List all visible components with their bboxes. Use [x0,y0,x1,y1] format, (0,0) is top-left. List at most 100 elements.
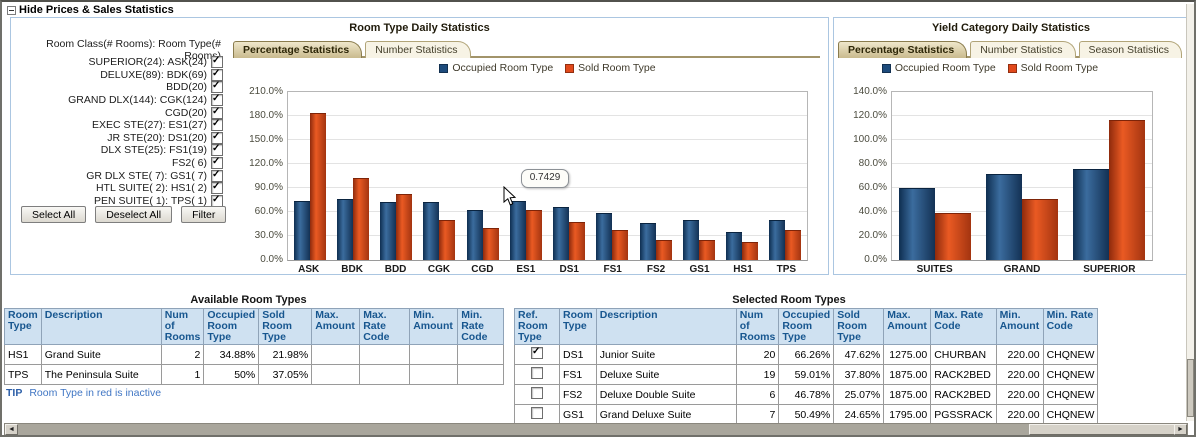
available-room-types-header-row: Room Type Description Num of Rooms Occupied… [4,308,505,345]
room-chart-bar-occupied-room-type-bdd[interactable] [380,202,397,260]
room-class-checkbox[interactable] [211,169,223,182]
yield-chart-bar-sold-room-type-superior[interactable] [1108,120,1145,260]
available-room-types-cell-sold-room-type: 37.05% [258,364,313,385]
yield-chart-bar-occupied-room-type-suites[interactable] [899,188,936,260]
room-chart-bar-occupied-room-type-cgd[interactable] [466,210,483,260]
room-class-checkbox[interactable] [211,68,223,81]
yield-chart-tab-percentage-statistics[interactable]: Percentage Statistics [838,41,968,58]
room-chart-bar-occupied-room-type-fs1[interactable] [596,212,613,260]
room-chart-bar-occupied-room-type-ds1[interactable] [553,207,570,260]
room-chart-bar-occupied-room-type-es1[interactable] [509,200,526,260]
available-room-types-cell-num-of-rooms: 2 [160,344,205,365]
room-chart-bar-sold-room-type-bdd[interactable] [396,193,413,260]
room-class-checkbox[interactable] [211,118,223,132]
available-room-types-column-header-occupied-room-type: Occupied Room Type [203,308,260,345]
ref-room-type-checkbox[interactable] [531,407,543,419]
y-axis-tick: 180.0% [249,110,283,121]
room-chart-bar-sold-room-type-ask[interactable] [309,113,326,260]
selected-room-types-cell-max-rate-code: CHURBAN [930,344,997,365]
yield-chart-bar-sold-room-type-grand[interactable] [1022,198,1058,260]
available-room-types-column-header-description: Description [40,308,162,345]
available-room-types-row-tps: TPS The Peninsula Suite 1 50% 37.05% [4,364,505,385]
room-chart-bar-sold-room-type-fs1[interactable] [612,229,629,260]
room-chart-x-label-cgd: CGD [471,264,494,275]
room-chart-bar-sold-room-type-cgd[interactable] [482,228,499,260]
room-chart-tab-number-statistics[interactable]: Number Statistics [365,41,471,58]
gridline [892,115,1152,116]
room-chart-x-label-es1: ES1 [516,264,536,275]
selected-room-types-cell-occupied-room-type: 66.26% [778,344,835,365]
available-room-types-cell-max-amount [311,364,361,385]
y-axis-tick: 120.0% [249,158,283,170]
room-chart-x-axis: ASK BDK BDD CGK CGD ES1 DS1 FS1 FS2 GS1 HS1 TPS [287,264,808,275]
room-chart-bar-occupied-room-type-fs2[interactable] [639,222,656,260]
gridline [288,211,807,212]
filter-button[interactable]: Filter [181,206,227,223]
room-class-option-label: PEN SUITE( 1): TPS( 1) [94,194,207,207]
deselect-all-button[interactable]: Deselect All [95,206,173,223]
room-class-checkbox[interactable] [211,106,223,119]
horizontal-scrollbar-thumb[interactable] [1029,424,1175,435]
vertical-scrollbar[interactable] [1186,4,1194,421]
room-class-checkbox[interactable] [211,55,223,69]
select-all-button[interactable]: Select All [21,206,87,223]
room-chart-bar-sold-room-type-fs2[interactable] [655,239,672,260]
room-class-option-label: EXEC STE(27): ES1(27) [92,119,207,132]
collapse-icon[interactable] [7,5,16,15]
room-class-checkbox[interactable] [211,181,223,195]
room-class-checkbox[interactable] [211,131,223,144]
yield-chart-bar-occupied-room-type-superior[interactable] [1072,169,1109,260]
ref-room-type-checkbox[interactable] [531,387,543,399]
ref-room-type-checkbox[interactable] [531,367,543,379]
room-chart-bar-occupied-room-type-bdk[interactable] [336,199,353,260]
room-chart-bar-occupied-room-type-gs1[interactable] [682,219,699,260]
room-chart-bar-sold-room-type-ds1[interactable] [569,221,586,260]
selected-room-types-cell-min-rate-code: CHQNEW [1042,344,1099,365]
room-chart-bar-group-gs1 [677,92,720,260]
available-room-types-cell-min-amount [409,364,459,385]
selected-room-types-column-header-min-amount: Min. Amount [995,308,1044,345]
selected-room-types-cell-occupied-room-type: 50.49% [778,404,835,425]
room-class-checkbox[interactable] [211,194,223,207]
selected-room-types-cell-ref-room-type [514,404,560,425]
room-class-checkbox[interactable] [211,156,223,170]
room-class-checkbox[interactable] [211,93,223,107]
room-chart-bar-occupied-room-type-tps[interactable] [769,220,786,260]
selected-room-types-cell-sold-room-type: 25.07% [833,384,885,405]
room-chart-bar-sold-room-type-es1[interactable] [525,210,542,260]
yield-chart-bar-group-grand [979,92,1066,260]
y-axis-tick: 0.0% [260,254,283,265]
room-chart-tab-percentage-statistics[interactable]: Percentage Statistics [233,41,363,58]
room-class-row-fs2-6: FS2( 6) [21,156,223,170]
room-class-checkbox[interactable] [211,143,223,157]
vertical-scrollbar-thumb[interactable] [1187,359,1194,417]
yield-chart-tab-season-statistics[interactable]: Season Statistics [1078,41,1183,58]
y-axis-tick: 90.0% [254,182,283,193]
room-chart-bar-sold-room-type-tps[interactable] [785,230,802,260]
room-chart-bar-occupied-room-type-cgk[interactable] [423,202,440,260]
room-class-checkbox[interactable] [211,80,223,94]
scroll-left-arrow-icon[interactable]: ◄ [5,424,18,435]
room-chart-bar-sold-room-type-bdk[interactable] [352,177,369,260]
scroll-right-arrow-icon[interactable]: ► [1174,424,1187,435]
room-chart-x-label-tps: TPS [776,264,797,275]
ref-room-type-checkbox[interactable] [531,346,543,359]
selected-room-types-cell-max-rate-code: RACK2BED [930,384,997,405]
room-chart-bar-sold-room-type-hs1[interactable] [742,242,759,260]
room-chart-x-label-ds1: DS1 [559,264,579,275]
yield-chart-tab-number-statistics[interactable]: Number Statistics [970,41,1076,58]
room-chart-bar-occupied-room-type-ask[interactable] [293,201,310,260]
available-room-types-cell-occupied-room-type: 34.88% [203,344,260,365]
room-class-option-label: SUPERIOR(24): ASK(24) [88,56,207,69]
selected-room-types-cell-max-amount: 1875.00 [883,384,932,405]
yield-chart-bar-sold-room-type-suites[interactable] [935,213,972,260]
yield-chart-bar-occupied-room-type-grand[interactable] [986,173,1022,260]
room-class-option-label: DLX STE(25): FS1(19) [100,144,207,157]
room-chart-bar-sold-room-type-gs1[interactable] [698,240,715,260]
y-axis-tick: 100.0% [853,134,887,145]
room-chart-bar-group-cgd [461,92,504,260]
legend-swatch-icon [881,63,891,73]
room-chart-bar-sold-room-type-cgk[interactable] [439,220,456,260]
room-chart-bar-occupied-room-type-hs1[interactable] [726,232,743,260]
horizontal-scrollbar[interactable]: ◄ ► [4,423,1188,435]
